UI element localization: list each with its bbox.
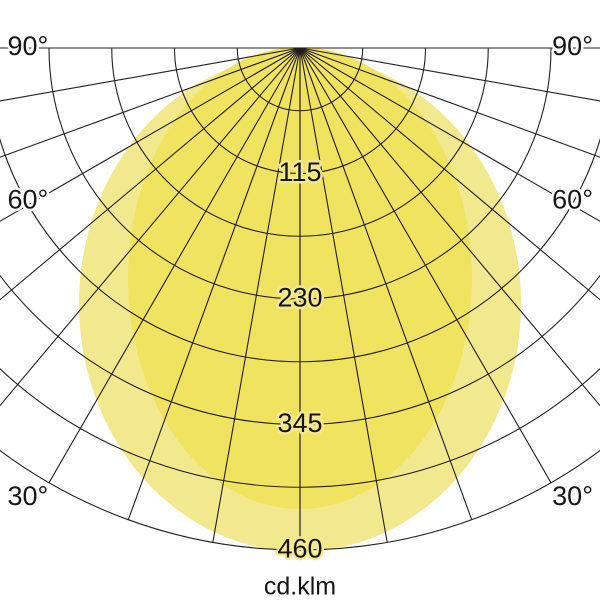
svg-text:60°: 60°	[552, 185, 593, 215]
svg-text:460: 460	[277, 534, 322, 564]
svg-text:60°: 60°	[8, 185, 49, 215]
svg-text:30°: 30°	[8, 481, 49, 511]
svg-text:90°: 90°	[552, 31, 593, 61]
svg-text:30°: 30°	[552, 481, 593, 511]
svg-text:cd.klm: cd.klm	[264, 573, 336, 600]
svg-text:90°: 90°	[8, 31, 49, 61]
svg-text:115: 115	[278, 157, 321, 187]
svg-text:230: 230	[277, 283, 322, 313]
svg-text:345: 345	[277, 408, 322, 438]
